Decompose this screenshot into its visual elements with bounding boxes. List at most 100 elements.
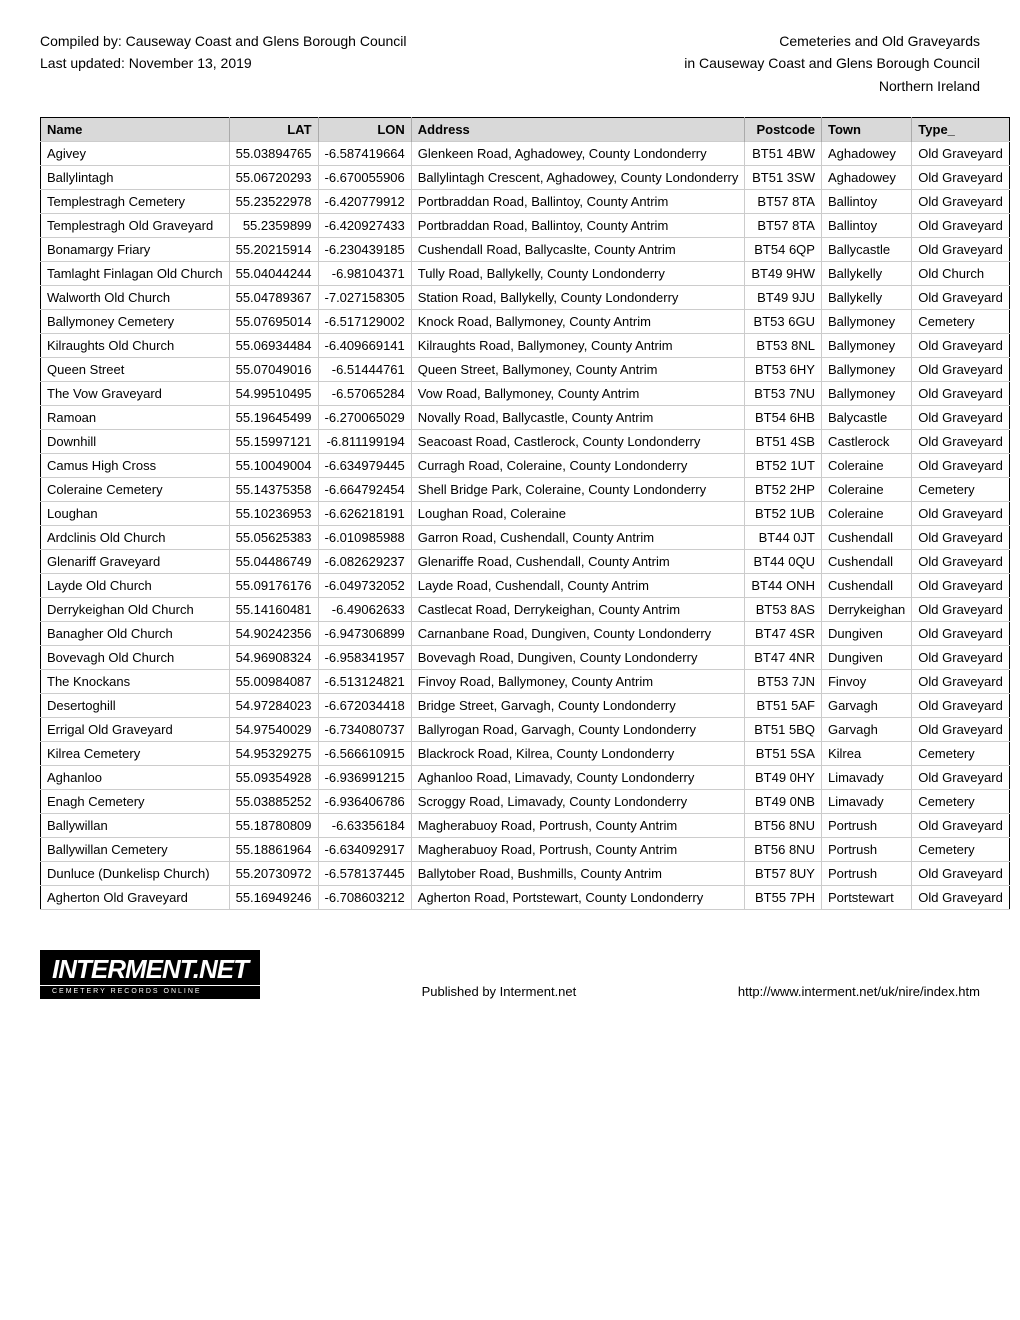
table-cell: Coleraine [821, 502, 911, 526]
table-cell: Derrykeighan [821, 598, 911, 622]
table-cell: Shell Bridge Park, Coleraine, County Lon… [411, 478, 745, 502]
table-cell: Layde Road, Cushendall, County Antrim [411, 574, 745, 598]
compiled-by: Compiled by: Causeway Coast and Glens Bo… [40, 30, 407, 52]
table-cell: Portrush [821, 838, 911, 862]
table-cell: Dunluce (Dunkelisp Church) [41, 862, 230, 886]
table-cell: -6.420779912 [318, 190, 411, 214]
table-cell: BT57 8TA [745, 214, 822, 238]
table-cell: 55.04044244 [229, 262, 318, 286]
table-row: Tamlaght Finlagan Old Church55.04044244-… [41, 262, 1010, 286]
table-row: Kilraughts Old Church55.06934484-6.40966… [41, 334, 1010, 358]
table-cell: Walworth Old Church [41, 286, 230, 310]
table-cell: BT55 7PH [745, 886, 822, 910]
table-cell: BT51 5BQ [745, 718, 822, 742]
table-cell: Old Graveyard [912, 190, 1010, 214]
table-row: The Knockans55.00984087-6.513124821Finvo… [41, 670, 1010, 694]
table-cell: BT52 1UB [745, 502, 822, 526]
table-cell: -6.634092917 [318, 838, 411, 862]
table-cell: Cemetery [912, 742, 1010, 766]
table-row: Glenariff Graveyard55.04486749-6.0826292… [41, 550, 1010, 574]
table-cell: Coleraine Cemetery [41, 478, 230, 502]
table-cell: Old Graveyard [912, 406, 1010, 430]
table-cell: Knock Road, Ballymoney, County Antrim [411, 310, 745, 334]
table-cell: Aghadowey [821, 142, 911, 166]
table-cell: BT57 8TA [745, 190, 822, 214]
table-cell: Ballytober Road, Bushmills, County Antri… [411, 862, 745, 886]
table-cell: Garvagh [821, 718, 911, 742]
table-cell: BT56 8NU [745, 814, 822, 838]
table-cell: Derrykeighan Old Church [41, 598, 230, 622]
table-cell: Ballintoy [821, 190, 911, 214]
table-row: Queen Street55.07049016-6.51444761Queen … [41, 358, 1010, 382]
table-cell: Aghanloo [41, 766, 230, 790]
table-cell: BT47 4NR [745, 646, 822, 670]
page-footer: INTERMENT.NET CEMETERY RECORDS ONLINE Pu… [40, 950, 980, 999]
table-cell: Cushendall [821, 526, 911, 550]
table-cell: -6.513124821 [318, 670, 411, 694]
table-row: Downhill55.15997121-6.811199194Seacoast … [41, 430, 1010, 454]
table-cell: 55.09176176 [229, 574, 318, 598]
table-cell: 55.19645499 [229, 406, 318, 430]
table-cell: Carnanbane Road, Dungiven, County London… [411, 622, 745, 646]
table-cell: Old Graveyard [912, 142, 1010, 166]
table-row: Enagh Cemetery55.03885252-6.936406786Scr… [41, 790, 1010, 814]
table-cell: Limavady [821, 766, 911, 790]
table-cell: -6.936406786 [318, 790, 411, 814]
table-row: Templestragh Old Graveyard55.2359899-6.4… [41, 214, 1010, 238]
table-cell: Portrush [821, 862, 911, 886]
table-cell: 55.04789367 [229, 286, 318, 310]
table-cell: Camus High Cross [41, 454, 230, 478]
table-cell: Enagh Cemetery [41, 790, 230, 814]
published-by: Published by Interment.net [422, 984, 577, 999]
table-row: Ramoan55.19645499-6.270065029Novally Roa… [41, 406, 1010, 430]
table-cell: BT53 6GU [745, 310, 822, 334]
table-cell: -6.57065284 [318, 382, 411, 406]
table-cell: 55.07695014 [229, 310, 318, 334]
table-cell: -6.517129002 [318, 310, 411, 334]
table-cell: Layde Old Church [41, 574, 230, 598]
page-header: Compiled by: Causeway Coast and Glens Bo… [40, 30, 980, 97]
table-cell: 55.05625383 [229, 526, 318, 550]
table-cell: Portrush [821, 814, 911, 838]
table-cell: Ballymoney [821, 310, 911, 334]
table-cell: Old Graveyard [912, 286, 1010, 310]
table-cell: Templestragh Old Graveyard [41, 214, 230, 238]
table-cell: The Knockans [41, 670, 230, 694]
table-cell: Ballylintagh Crescent, Aghadowey, County… [411, 166, 745, 190]
table-cell: BT53 7NU [745, 382, 822, 406]
table-cell: Old Graveyard [912, 358, 1010, 382]
table-cell: Kilrea [821, 742, 911, 766]
table-row: Coleraine Cemetery55.14375358-6.66479245… [41, 478, 1010, 502]
table-cell: Agherton Old Graveyard [41, 886, 230, 910]
interment-logo: INTERMENT.NET CEMETERY RECORDS ONLINE [40, 950, 260, 999]
table-cell: -6.49062633 [318, 598, 411, 622]
table-row: Kilrea Cemetery54.95329275-6.566610915Bl… [41, 742, 1010, 766]
table-cell: BT52 2HP [745, 478, 822, 502]
table-cell: BT51 5SA [745, 742, 822, 766]
table-cell: Curragh Road, Coleraine, County Londonde… [411, 454, 745, 478]
table-row: Ballywillan55.18780809-6.63356184Maghera… [41, 814, 1010, 838]
table-row: Derrykeighan Old Church55.14160481-6.490… [41, 598, 1010, 622]
table-cell: 55.16949246 [229, 886, 318, 910]
table-cell: 55.06934484 [229, 334, 318, 358]
table-cell: Dungiven [821, 646, 911, 670]
table-row: The Vow Graveyard54.99510495-6.57065284V… [41, 382, 1010, 406]
column-header: Address [411, 118, 745, 142]
table-header-row: NameLATLONAddressPostcodeTownType_ [41, 118, 1010, 142]
table-cell: Old Graveyard [912, 886, 1010, 910]
table-cell: Desertoghill [41, 694, 230, 718]
table-cell: Agivey [41, 142, 230, 166]
table-cell: 55.10236953 [229, 502, 318, 526]
column-header: LON [318, 118, 411, 142]
table-row: Walworth Old Church55.04789367-7.0271583… [41, 286, 1010, 310]
table-cell: -6.958341957 [318, 646, 411, 670]
table-cell: 55.03885252 [229, 790, 318, 814]
table-cell: Kilraughts Road, Ballymoney, County Antr… [411, 334, 745, 358]
table-cell: Magherabuoy Road, Portrush, County Antri… [411, 838, 745, 862]
table-cell: Old Graveyard [912, 646, 1010, 670]
table-cell: 55.15997121 [229, 430, 318, 454]
table-cell: Agherton Road, Portstewart, County Londo… [411, 886, 745, 910]
table-cell: Old Graveyard [912, 670, 1010, 694]
column-header: LAT [229, 118, 318, 142]
table-cell: Old Graveyard [912, 814, 1010, 838]
